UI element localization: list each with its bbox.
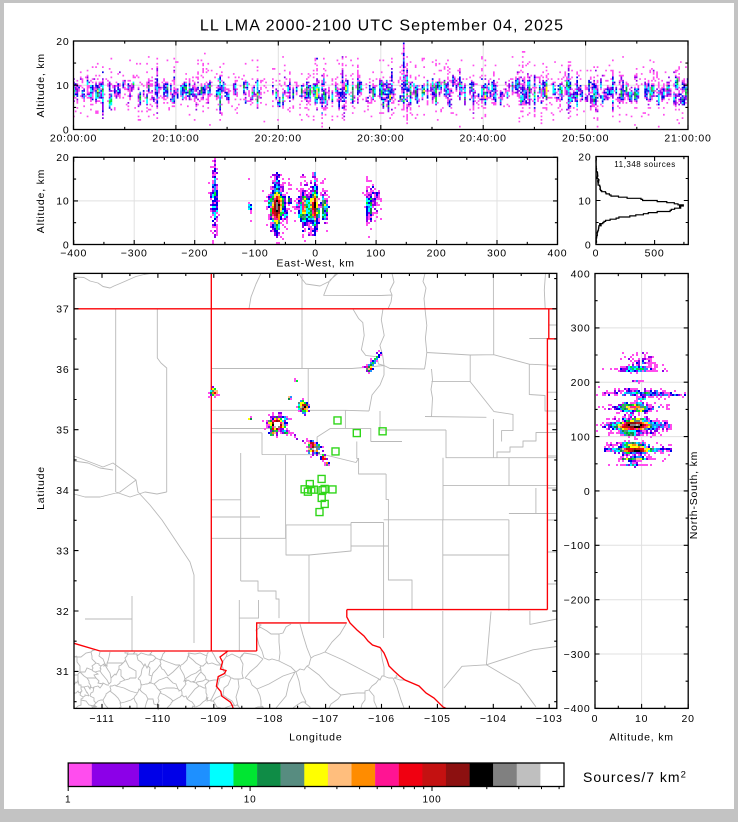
svg-text:20: 20: [682, 713, 695, 725]
svg-text:500: 500: [645, 248, 665, 260]
svg-text:−108: −108: [256, 713, 283, 725]
svg-text:Sources/7 km2: Sources/7 km2: [583, 769, 687, 785]
svg-text:20: 20: [56, 36, 69, 48]
svg-text:400: 400: [548, 248, 568, 260]
svg-text:35: 35: [56, 425, 69, 437]
svg-text:North-South, km: North-South, km: [688, 451, 700, 539]
svg-text:0: 0: [63, 239, 70, 251]
svg-text:300: 300: [571, 323, 591, 335]
svg-text:0: 0: [584, 486, 591, 498]
svg-text:Altitude, km: Altitude, km: [609, 732, 673, 744]
svg-text:0: 0: [592, 713, 599, 725]
svg-text:Altitude, km: Altitude, km: [35, 53, 47, 117]
svg-text:Longitude: Longitude: [289, 732, 342, 744]
svg-text:0: 0: [63, 124, 70, 136]
svg-text:Altitude, km: Altitude, km: [35, 169, 47, 233]
svg-text:200: 200: [427, 248, 447, 260]
svg-text:−200: −200: [181, 248, 208, 260]
svg-text:10: 10: [578, 195, 591, 207]
svg-text:10: 10: [244, 795, 257, 806]
svg-text:31: 31: [56, 666, 69, 678]
svg-text:−100: −100: [564, 540, 591, 552]
svg-text:10: 10: [56, 196, 69, 208]
svg-text:10: 10: [56, 80, 69, 92]
svg-text:−107: −107: [312, 713, 339, 725]
svg-text:0: 0: [312, 248, 319, 260]
svg-text:20:40:00: 20:40:00: [460, 133, 507, 145]
svg-text:0: 0: [585, 239, 592, 251]
svg-text:−104: −104: [480, 713, 507, 725]
svg-text:34: 34: [56, 485, 69, 497]
svg-text:−300: −300: [121, 248, 148, 260]
svg-text:−105: −105: [424, 713, 451, 725]
svg-text:1: 1: [65, 795, 71, 806]
svg-text:100: 100: [422, 795, 441, 806]
svg-text:−106: −106: [368, 713, 395, 725]
svg-text:−100: −100: [242, 248, 269, 260]
svg-text:−400: −400: [60, 248, 87, 260]
svg-text:20:10:00: 20:10:00: [152, 133, 199, 145]
svg-text:−103: −103: [536, 713, 563, 725]
svg-text:20: 20: [578, 151, 591, 163]
svg-text:LL LMA 2000-2100 UTC September: LL LMA 2000-2100 UTC September 04, 2025: [200, 18, 564, 35]
svg-text:20:50:00: 20:50:00: [562, 133, 609, 145]
svg-text:East-West, km: East-West, km: [276, 258, 354, 270]
svg-text:20:20:00: 20:20:00: [255, 133, 302, 145]
svg-text:21:00:00: 21:00:00: [664, 133, 711, 145]
svg-text:−200: −200: [564, 595, 591, 607]
svg-text:0: 0: [593, 248, 600, 260]
svg-text:−110: −110: [145, 713, 171, 725]
svg-text:100: 100: [571, 431, 591, 443]
svg-text:20: 20: [56, 152, 69, 164]
svg-text:−109: −109: [200, 713, 227, 725]
svg-text:20:30:00: 20:30:00: [357, 133, 404, 145]
svg-text:10: 10: [635, 713, 648, 725]
svg-text:36: 36: [56, 364, 69, 376]
svg-text:200: 200: [571, 377, 591, 389]
svg-text:33: 33: [56, 545, 69, 557]
svg-text:300: 300: [487, 248, 507, 260]
svg-text:Latitude: Latitude: [35, 466, 47, 510]
svg-text:−400: −400: [564, 703, 591, 715]
svg-text:100: 100: [366, 248, 386, 260]
svg-text:11,348 sources: 11,348 sources: [614, 160, 676, 169]
svg-text:32: 32: [56, 606, 69, 618]
svg-text:400: 400: [571, 268, 591, 280]
svg-text:20:00:00: 20:00:00: [50, 133, 97, 145]
svg-text:−111: −111: [89, 713, 114, 725]
svg-text:−300: −300: [564, 649, 591, 661]
svg-text:37: 37: [56, 304, 69, 316]
